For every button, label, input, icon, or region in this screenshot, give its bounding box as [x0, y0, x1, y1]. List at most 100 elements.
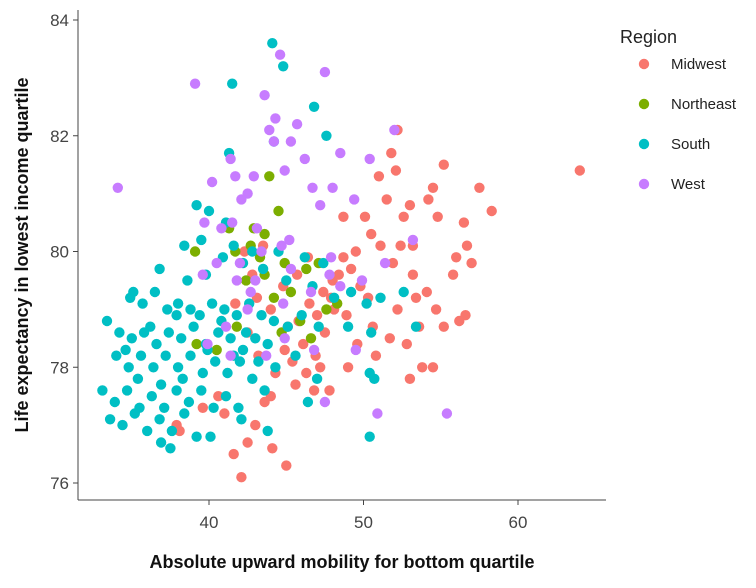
point-south	[121, 385, 133, 396]
point-midwest	[474, 182, 485, 193]
point-midwest	[298, 338, 309, 350]
point-south	[375, 292, 386, 303]
point-south	[171, 385, 182, 396]
point-midwest	[230, 298, 241, 309]
series-south	[97, 38, 422, 454]
point-midwest	[438, 159, 449, 170]
point-south	[313, 321, 324, 332]
point-south	[203, 205, 215, 217]
point-west	[220, 321, 232, 332]
point-west	[202, 338, 213, 350]
point-west	[441, 408, 453, 419]
x-tick-label: 50	[354, 513, 373, 532]
point-west	[319, 396, 331, 408]
point-west	[349, 194, 360, 205]
point-west	[236, 194, 247, 205]
point-west	[250, 275, 261, 286]
point-south	[194, 310, 205, 321]
point-south	[126, 333, 137, 344]
point-south	[236, 414, 247, 425]
point-west	[259, 90, 270, 101]
point-midwest	[438, 321, 449, 332]
point-south	[290, 350, 301, 361]
point-west	[199, 217, 210, 228]
point-west	[256, 246, 267, 257]
point-south	[227, 78, 238, 89]
point-south	[191, 200, 202, 211]
point-south	[101, 315, 113, 327]
point-west	[379, 257, 391, 269]
point-south	[197, 367, 208, 379]
point-midwest	[454, 315, 465, 327]
point-south	[114, 327, 125, 338]
point-midwest	[421, 286, 432, 298]
point-south	[213, 327, 224, 338]
y-axis-title: Life expectancy in lowest income quartil…	[12, 77, 32, 432]
point-northeast	[285, 286, 297, 298]
point-south	[302, 396, 314, 408]
point-midwest	[486, 205, 497, 217]
point-northeast	[191, 338, 202, 350]
point-south	[311, 373, 323, 384]
point-south	[128, 286, 139, 298]
point-south	[172, 362, 184, 373]
legend-label: Northeast	[671, 96, 737, 113]
point-west	[315, 200, 326, 211]
point-south	[328, 292, 340, 303]
point-south	[172, 298, 184, 309]
point-midwest	[432, 211, 443, 222]
point-south	[318, 257, 329, 269]
point-south	[262, 338, 273, 350]
point-south	[179, 408, 190, 419]
point-west	[364, 153, 375, 165]
point-south	[222, 367, 233, 379]
point-northeast	[321, 304, 332, 315]
point-south	[182, 275, 193, 286]
point-northeast	[264, 171, 275, 182]
legend-swatch	[638, 98, 650, 110]
legend: Region Midwest Northeast South West	[620, 27, 737, 193]
point-west	[225, 153, 236, 165]
point-west	[291, 119, 303, 130]
point-south	[220, 391, 232, 402]
point-west	[299, 153, 310, 165]
point-south	[282, 321, 293, 332]
points-layer	[97, 38, 585, 483]
legend-label: Midwest	[671, 56, 727, 73]
point-midwest	[359, 211, 371, 222]
point-west	[327, 182, 338, 193]
point-midwest	[458, 217, 470, 228]
point-midwest	[574, 165, 585, 176]
point-south	[166, 425, 178, 437]
point-midwest	[242, 437, 253, 448]
point-midwest	[410, 292, 422, 303]
point-midwest	[366, 228, 377, 240]
point-west	[230, 171, 241, 182]
point-west	[307, 182, 318, 193]
x-tick-label: 40	[200, 513, 219, 532]
y-ticks: 76 78 80 82 84	[50, 11, 78, 493]
point-west	[245, 286, 256, 298]
point-south	[237, 344, 249, 356]
point-south	[111, 350, 122, 361]
point-south	[296, 310, 307, 321]
point-midwest	[384, 333, 395, 344]
point-west	[206, 176, 218, 188]
point-midwest	[265, 304, 276, 315]
series-west	[112, 49, 453, 419]
point-northeast	[301, 263, 312, 275]
point-midwest	[281, 460, 292, 471]
point-south	[165, 443, 176, 454]
y-tick-label: 76	[50, 474, 69, 493]
y-tick-label: 84	[50, 11, 69, 30]
point-northeast	[189, 246, 201, 257]
point-midwest	[342, 362, 354, 373]
point-west	[285, 136, 297, 147]
point-midwest	[345, 263, 357, 275]
point-south	[145, 321, 156, 332]
point-south	[398, 286, 409, 298]
point-west	[231, 275, 242, 286]
point-west	[268, 136, 280, 147]
point-west	[248, 171, 259, 182]
x-tick-label: 60	[509, 513, 528, 532]
